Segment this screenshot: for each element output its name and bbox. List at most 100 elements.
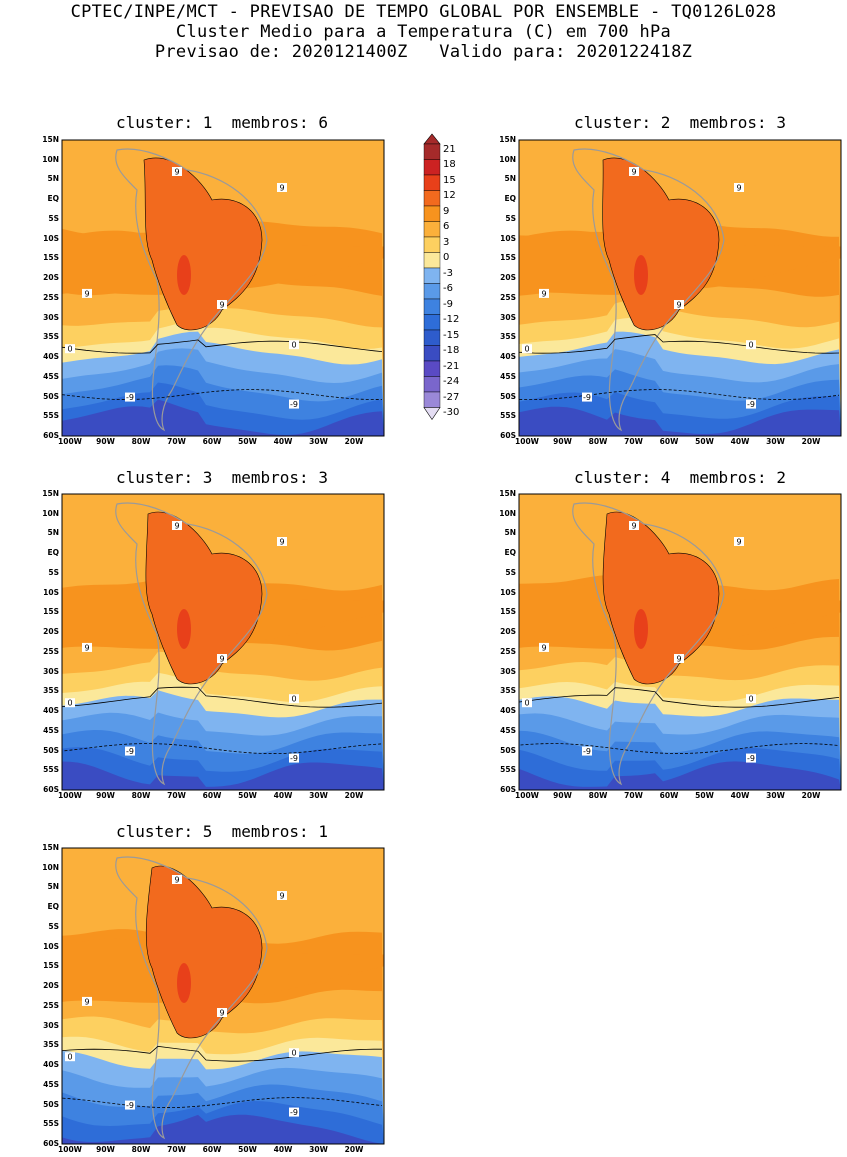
continent-outline — [115, 856, 268, 1140]
svg-text:-9: -9 — [126, 747, 134, 756]
lat-tick-label: 60S — [500, 431, 516, 440]
lon-tick-label: 80W — [588, 791, 608, 800]
lat-tick-label: EQ — [47, 548, 60, 558]
colorbar-label: -3 — [443, 267, 453, 279]
lat-tick-label: 50S — [500, 391, 516, 401]
colorbar — [423, 133, 441, 421]
lon-tick-label: 30W — [766, 791, 785, 800]
svg-text:9: 9 — [174, 876, 179, 885]
temperature-band — [62, 761, 384, 790]
lat-tick-label: 10N — [42, 154, 59, 164]
lat-tick-label: 45S — [43, 371, 59, 381]
contour-label-9: 9 — [629, 167, 639, 177]
lat-tick-label: 25S — [500, 292, 516, 302]
lon-tick-label: 30W — [309, 437, 328, 446]
lat-tick-label: 35S — [43, 686, 59, 696]
lat-tick-label: 35S — [500, 686, 516, 696]
contour-label-minus9: -9 — [289, 399, 299, 409]
panel-title-1: cluster: 1 membros: 6 — [116, 113, 328, 132]
lat-tick-label: 25S — [43, 646, 59, 656]
map-panel-5: 9 9 9 9 0 0 -9 -9 — [61, 847, 385, 1145]
map-frame — [518, 493, 842, 791]
zero-contour — [518, 334, 840, 354]
contour-label-0: 0 — [65, 344, 75, 354]
hot-core — [602, 157, 720, 331]
contour-label-9: 9 — [674, 654, 684, 664]
colorbar-segment — [423, 221, 441, 238]
lat-tick-label: 15S — [43, 961, 59, 971]
svg-text:9: 9 — [631, 522, 636, 531]
colorbar-segment — [423, 345, 441, 362]
hot-core — [145, 511, 263, 685]
lat-tick-label: 55S — [43, 411, 59, 421]
lon-tick-label: 20W — [801, 791, 821, 800]
lat-tick-label: 10N — [42, 508, 59, 518]
lon-tick-label: 80W — [131, 437, 151, 446]
lat-tick-label: 55S — [500, 411, 516, 421]
temperature-band — [519, 406, 841, 436]
hot-core — [602, 511, 720, 685]
contour-label-9: 9 — [82, 288, 92, 298]
lat-tick-label: 35S — [43, 1040, 59, 1050]
lat-tick-label: 5S — [48, 921, 59, 931]
colorbar-label: -15 — [443, 329, 460, 341]
lat-tick-label: 5N — [47, 882, 60, 892]
contour-label-0: 0 — [522, 698, 532, 708]
lon-tick-label: 50W — [695, 437, 714, 446]
lat-tick-label: 30S — [500, 312, 516, 322]
map-frame — [61, 139, 385, 437]
peak-zone — [177, 255, 191, 295]
svg-text:0: 0 — [67, 345, 72, 354]
colorbar-label: 15 — [443, 174, 456, 186]
lon-tick-label: 20W — [344, 791, 364, 800]
colorbar-top-arrow — [423, 133, 441, 145]
svg-text:0: 0 — [67, 1053, 72, 1062]
lat-tick-label: 40S — [500, 352, 516, 362]
svg-text:-9: -9 — [290, 400, 298, 409]
contour-label-0: 0 — [289, 1048, 299, 1058]
svg-text:9: 9 — [84, 997, 89, 1006]
contour-label-9: 9 — [674, 300, 684, 310]
colorbar-label: 3 — [443, 236, 450, 248]
lon-tick-label: 80W — [131, 1145, 151, 1154]
lon-tick-label: 70W — [167, 437, 186, 446]
peak-zone — [177, 609, 191, 649]
lon-tick-label: 90W — [96, 1145, 115, 1154]
svg-text:9: 9 — [736, 184, 741, 193]
lon-tick-label: 60W — [202, 1145, 222, 1154]
svg-text:9: 9 — [279, 538, 284, 547]
colorbar-label: -27 — [443, 391, 460, 403]
continent-outline — [115, 502, 268, 786]
continent-outline — [572, 148, 725, 432]
lat-tick-label: 5S — [505, 213, 516, 223]
map-panel-3: 9 9 9 9 0 0 -9 -9 — [61, 493, 385, 791]
lat-tick-label: 15N — [42, 843, 59, 852]
contour-label-9: 9 — [172, 875, 182, 885]
svg-text:9: 9 — [219, 1009, 224, 1018]
contour-label-0: 0 — [289, 340, 299, 350]
colorbar-segment — [423, 376, 441, 393]
svg-text:9: 9 — [219, 655, 224, 664]
lat-tick-label: 5N — [47, 174, 60, 184]
lat-tick-label: 15S — [500, 253, 516, 263]
zero-contour — [61, 1045, 382, 1062]
svg-text:0: 0 — [291, 695, 296, 704]
lat-tick-label: 10N — [42, 862, 59, 872]
contour-label-9: 9 — [217, 654, 227, 664]
lat-tick-label: 15N — [42, 135, 59, 144]
minus9-contour — [518, 743, 840, 755]
lat-tick-label: 10N — [499, 154, 516, 164]
svg-text:0: 0 — [748, 695, 753, 704]
contour-label-minus9: -9 — [125, 392, 135, 402]
zero-contour — [518, 687, 840, 708]
lat-tick-label: 60S — [43, 785, 59, 794]
lat-tick-label: EQ — [47, 902, 60, 912]
contour-label-minus9: -9 — [746, 753, 756, 763]
panel-title-2: cluster: 2 membros: 3 — [574, 113, 786, 132]
colorbar-segment — [423, 252, 441, 269]
lat-tick-label: 20S — [43, 981, 59, 991]
lon-tick-label: 20W — [344, 1145, 364, 1154]
lon-tick-label: 50W — [238, 1145, 257, 1154]
map-frame — [518, 139, 842, 437]
map-panel-2: 9 9 9 9 0 0 -9 -9 — [518, 139, 842, 437]
